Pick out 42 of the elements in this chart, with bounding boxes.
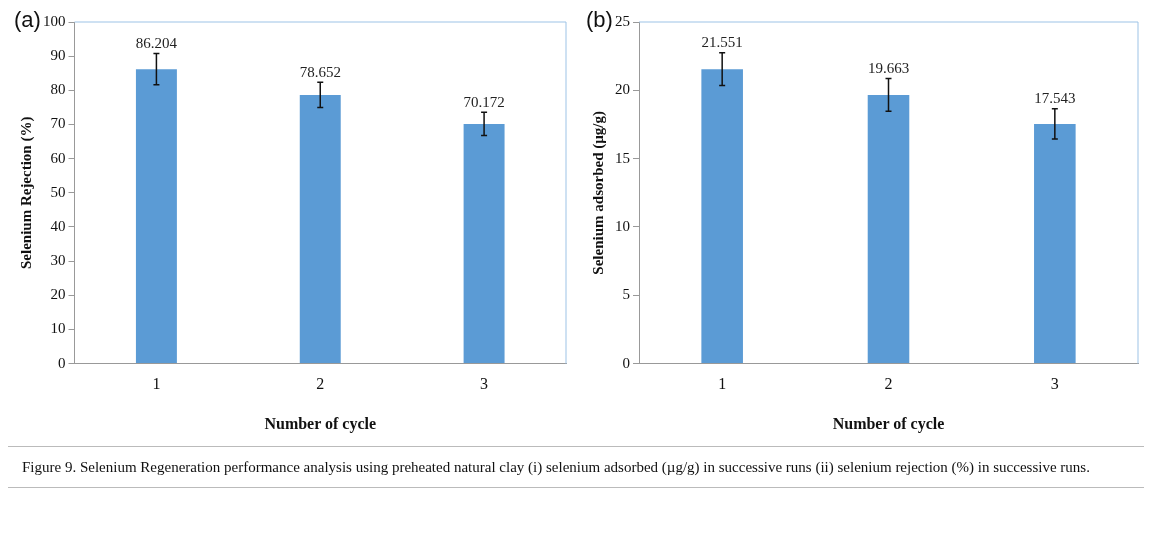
bar	[1034, 123, 1076, 364]
data-label: 86.204	[135, 34, 178, 51]
y-tick-label: 0	[622, 354, 630, 371]
bar	[701, 69, 743, 364]
y-tick-label: 60	[50, 149, 66, 166]
y-tick-label: 10	[615, 217, 630, 234]
y-tick-label: 20	[50, 286, 66, 303]
bar	[299, 94, 341, 364]
x-axis-title: Number of cycle	[264, 414, 377, 433]
x-tick-label: 3	[480, 375, 489, 393]
y-tick-label: 10	[50, 320, 66, 337]
y-tick-label: 0	[58, 354, 66, 371]
chart-title: (a)	[14, 7, 41, 33]
data-label: 70.172	[463, 93, 505, 110]
y-tick-label: 50	[50, 183, 66, 200]
x-tick-label: 1	[152, 375, 161, 393]
x-tick-label: 3	[1050, 375, 1059, 393]
y-tick-label: 15	[615, 149, 630, 166]
bar	[135, 69, 177, 364]
x-axis-title: Number of cycle	[832, 414, 945, 433]
y-tick-label: 30	[50, 252, 66, 269]
y-tick-label: 80	[50, 81, 66, 98]
bar	[463, 123, 505, 364]
y-axis-title: Selenium adsorbed (µg/g)	[589, 110, 607, 275]
data-label: 21.551	[701, 34, 743, 51]
chart-title: (b)	[586, 7, 613, 33]
x-tick-label: 2	[316, 375, 325, 393]
data-label: 17.543	[1034, 90, 1076, 107]
x-tick-label: 1	[718, 375, 727, 393]
y-tick-label: 90	[50, 47, 66, 64]
bar	[867, 94, 910, 364]
y-tick-label: 100	[43, 12, 66, 29]
y-axis-title: Selenium Rejection (%)	[17, 116, 35, 270]
x-tick-label: 2	[884, 375, 893, 393]
caption: Figure 9. Selenium Regeneration performance analysis using preheated natural clay (i) selenium adsorbed (µg/g) in successive runs (ii) selenium rejection (%) in successive runs.	[22, 458, 1091, 477]
y-tick-label: 40	[50, 217, 66, 234]
data-label: 78.652	[299, 63, 341, 80]
y-tick-label: 70	[50, 115, 66, 132]
data-label: 19.663	[867, 59, 910, 76]
y-tick-label: 5	[622, 286, 630, 303]
y-tick-label: 20	[615, 81, 630, 98]
y-tick-label: 25	[615, 12, 630, 29]
